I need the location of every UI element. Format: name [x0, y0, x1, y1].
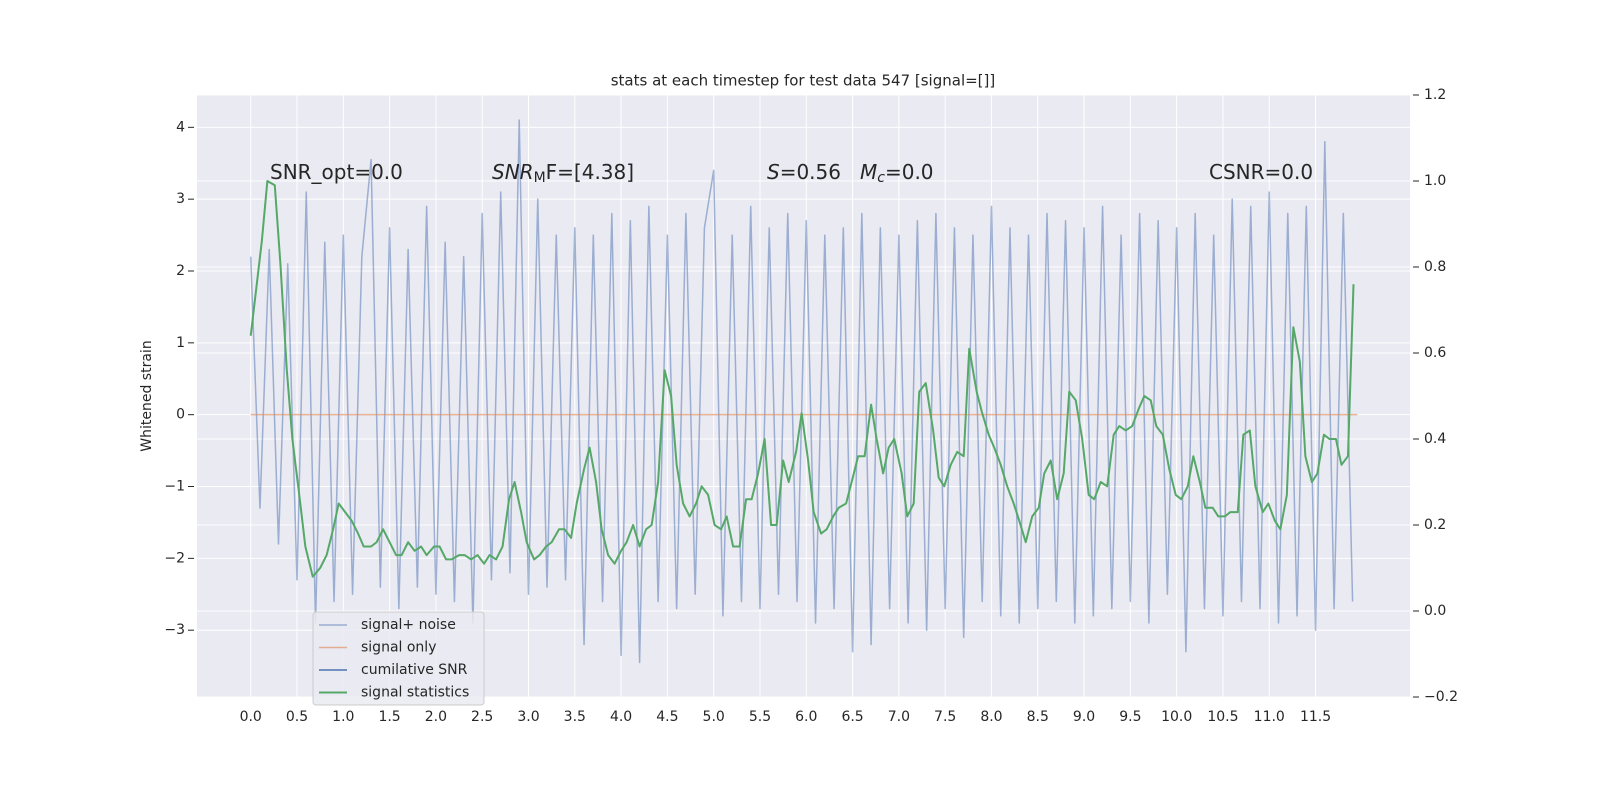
- chart-title: stats at each timestep for test data 547…: [611, 72, 996, 90]
- y-axis-label: Whitened strain: [139, 340, 155, 451]
- x-tick-label: 6.5: [841, 709, 863, 725]
- x-tick-label: 1.5: [378, 709, 400, 725]
- x-tick-label: 8.0: [980, 709, 1002, 725]
- y2-tick-label: 1.2: [1424, 87, 1446, 103]
- y-tick-label: 3: [176, 191, 185, 207]
- annotation-part: =0.56: [780, 160, 841, 184]
- x-tick-label: 2.0: [425, 709, 447, 725]
- x-tick-label: 7.5: [934, 709, 956, 725]
- annotation: Mc=0.0: [860, 160, 934, 187]
- x-tick-label: 0.0: [240, 709, 262, 725]
- annotation: SNR_opt=0.0: [270, 160, 403, 184]
- annotation-part: M: [534, 170, 546, 186]
- x-tick-label: 4.5: [656, 709, 678, 725]
- y-tick-label: 4: [176, 119, 185, 135]
- legend-label: cumilative SNR: [361, 662, 468, 678]
- y2-tick-label: 1.0: [1424, 173, 1446, 189]
- annotation-part: =0.0: [885, 160, 934, 184]
- y2-tick-label: 0.2: [1424, 517, 1446, 533]
- y2-tick-label: 0.0: [1424, 603, 1446, 619]
- y2-tick-label: 0.8: [1424, 259, 1446, 275]
- legend-box: [312, 611, 485, 706]
- legend-label: signal statistics: [361, 685, 469, 701]
- labels: 0.0 0.5 1.0 1.5 2.0 2.5 3.0 3.5 4.0 4.5 5.0 5.5 6.0 6…: [164, 87, 1458, 725]
- annotation-part: SNR_opt=0.0: [270, 160, 403, 184]
- y-tick-label: 0: [176, 407, 185, 423]
- annotation-part: F=[4.38]: [546, 160, 634, 184]
- x-tick-label: 11.0: [1254, 709, 1285, 725]
- annotation: CSNR=0.0: [1209, 160, 1313, 184]
- x-tick-label: 6.0: [795, 709, 817, 725]
- x-tick-label: 9.5: [1119, 709, 1141, 725]
- annotation-part: M: [860, 160, 877, 184]
- x-tick-label: 5.5: [749, 709, 771, 725]
- x-tick-label: 8.5: [1027, 709, 1049, 725]
- annotation: S=0.56: [767, 160, 841, 184]
- x-tick-label: 5.0: [703, 709, 725, 725]
- y-tick-label: −1: [164, 479, 185, 495]
- x-tick-label: 2.5: [471, 709, 493, 725]
- y-tick-label: 1: [176, 335, 185, 351]
- y-tick-label: 2: [176, 263, 185, 279]
- marks: [249, 119, 1358, 664]
- y-tick-label: −3: [164, 622, 185, 638]
- x-tick-label: 3.5: [564, 709, 586, 725]
- x-tick-label: 3.0: [517, 709, 539, 725]
- x-tick-label: 4.0: [610, 709, 632, 725]
- x-tick-label: 0.5: [286, 709, 308, 725]
- legend-label: signal+ noise: [361, 617, 456, 633]
- y-tick-label: −2: [164, 550, 185, 566]
- y2-tick-label: −0.2: [1424, 689, 1458, 705]
- legend-label: signal only: [361, 640, 436, 656]
- series-line: [249, 180, 1355, 578]
- annotation-part: c: [877, 170, 885, 186]
- x-tick-label: 10.0: [1161, 709, 1192, 725]
- x-tick-label: 1.0: [332, 709, 354, 725]
- annotation-part: S: [767, 160, 780, 184]
- x-tick-label: 10.5: [1207, 709, 1238, 725]
- series-line: [249, 119, 1354, 664]
- annotation-part: SNR: [492, 160, 534, 184]
- x-tick-label: 11.5: [1300, 709, 1331, 725]
- y2-tick-label: 0.4: [1424, 431, 1446, 447]
- x-tick-label: 7.0: [888, 709, 910, 725]
- x-tick-label: 9.0: [1073, 709, 1095, 725]
- annotation: SNRMF=[4.38]: [492, 160, 634, 187]
- y2-tick-label: 0.6: [1424, 345, 1446, 361]
- annotation-part: CSNR=0.0: [1209, 160, 1313, 184]
